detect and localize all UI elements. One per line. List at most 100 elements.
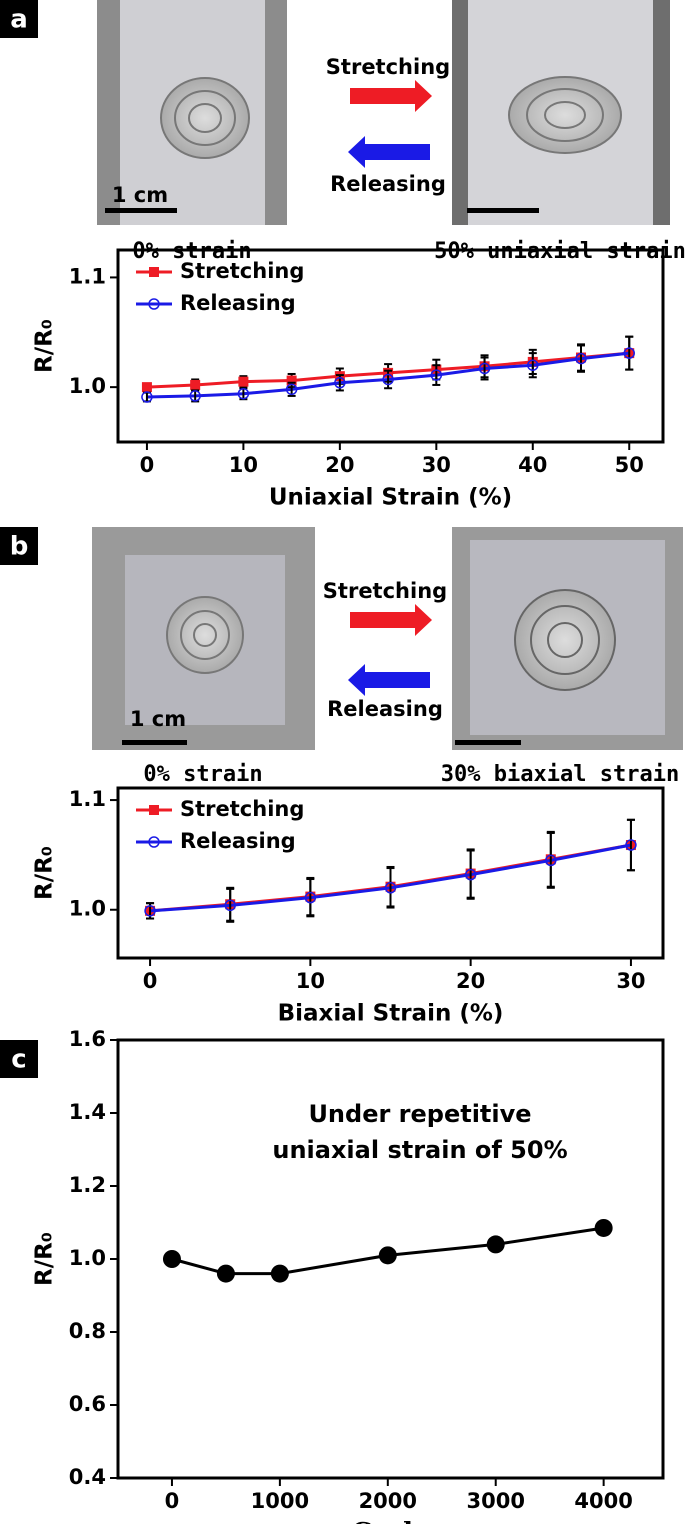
arrow	[350, 80, 432, 112]
marker	[285, 383, 298, 396]
marker	[144, 905, 156, 917]
marker	[190, 379, 201, 390]
series-line	[171, 1226, 604, 1276]
error-bar	[528, 352, 537, 379]
y-tick-label: 1.2	[69, 1173, 106, 1197]
marker	[304, 891, 317, 904]
legend-marker	[149, 267, 159, 277]
marker	[224, 899, 236, 912]
photo	[92, 527, 315, 750]
panel-badge	[0, 1040, 38, 1078]
x-tick-label: 1000	[251, 1489, 309, 1513]
marker	[334, 377, 346, 389]
legend-label: Releasing	[180, 829, 296, 853]
x-tick-label: 10	[296, 969, 325, 993]
panel-label: c	[11, 1045, 26, 1075]
point	[270, 1264, 289, 1283]
point	[382, 373, 394, 386]
photo-caption: 30% biaxial strain	[441, 762, 679, 787]
marker	[141, 391, 153, 403]
marker	[384, 882, 397, 894]
annotation: Under repetitive	[308, 1100, 531, 1128]
marker	[286, 375, 297, 386]
legend-marker	[149, 805, 159, 815]
point	[224, 899, 236, 912]
marker	[430, 369, 443, 381]
panel-label: b	[10, 532, 29, 562]
marker	[594, 1218, 613, 1237]
x-tick-label: 2000	[359, 1489, 417, 1513]
plot-frame	[116, 248, 665, 444]
point	[238, 376, 249, 387]
x-tick-label: 20	[325, 453, 354, 477]
point	[141, 391, 153, 403]
point	[545, 854, 557, 867]
x-tick-label: 40	[518, 453, 547, 477]
legend-symbol	[149, 805, 159, 815]
legend-label: Stretching	[180, 259, 304, 283]
marker	[625, 839, 637, 851]
marker	[238, 376, 249, 387]
legend-symbol	[148, 298, 160, 310]
point	[384, 882, 397, 894]
y-tick-label: 0.6	[69, 1392, 106, 1416]
x-tick-label: 3000	[466, 1489, 524, 1513]
marker	[478, 362, 491, 375]
x-axis-label: Cycle	[351, 1518, 429, 1524]
plot-frame	[116, 786, 665, 960]
x-tick-label: 0	[143, 969, 158, 993]
point	[575, 352, 587, 365]
panel-badge	[0, 527, 38, 565]
x-tick-label: 0	[165, 1489, 180, 1513]
marker	[382, 373, 394, 386]
marker	[575, 352, 587, 365]
point	[594, 1218, 613, 1237]
photo	[452, 0, 670, 225]
arrow-label: Releasing	[327, 697, 443, 721]
marker	[378, 1246, 397, 1265]
error-bar	[306, 878, 315, 918]
arrow-label: Releasing	[330, 172, 446, 196]
error-bar	[625, 335, 634, 371]
marker	[237, 387, 250, 400]
point	[141, 382, 152, 393]
scale-bar-label: 1 cm	[130, 707, 186, 731]
arrow	[348, 136, 430, 168]
marker	[216, 1264, 235, 1283]
scale-bar-label: 1 cm	[112, 183, 168, 207]
error-bar	[226, 887, 235, 923]
marker	[270, 1264, 289, 1283]
arrow-label: Stretching	[326, 55, 450, 79]
x-tick-label: 20	[456, 969, 485, 993]
photo	[452, 527, 683, 750]
point	[527, 359, 539, 371]
error-bar	[384, 369, 393, 390]
y-tick-label: 1.0	[69, 897, 106, 921]
annotation: uniaxial strain of 50%	[272, 1136, 567, 1164]
point	[464, 868, 477, 881]
legend-symbol	[149, 267, 159, 277]
marker	[141, 382, 152, 393]
point	[286, 375, 297, 386]
point	[237, 387, 250, 400]
marker	[162, 1250, 181, 1268]
y-tick-label: 0.4	[69, 1465, 106, 1489]
point	[144, 905, 156, 917]
error-bar	[626, 818, 635, 872]
y-tick-label: 1.4	[69, 1100, 106, 1124]
panel-badge	[0, 0, 38, 38]
point	[623, 347, 635, 359]
y-tick-label: 1.0	[69, 1246, 106, 1270]
legend-symbol	[148, 836, 160, 848]
x-tick-label: 30	[616, 969, 645, 993]
point	[285, 383, 298, 396]
x-tick-label: 50	[615, 453, 644, 477]
y-axis-label: R/R₀	[32, 846, 58, 900]
panel-label: a	[10, 5, 28, 35]
y-tick-label: 1.6	[69, 1027, 106, 1051]
arrow	[350, 604, 432, 636]
y-tick-label: 0.8	[69, 1319, 106, 1343]
point	[625, 839, 637, 851]
point	[189, 390, 201, 402]
